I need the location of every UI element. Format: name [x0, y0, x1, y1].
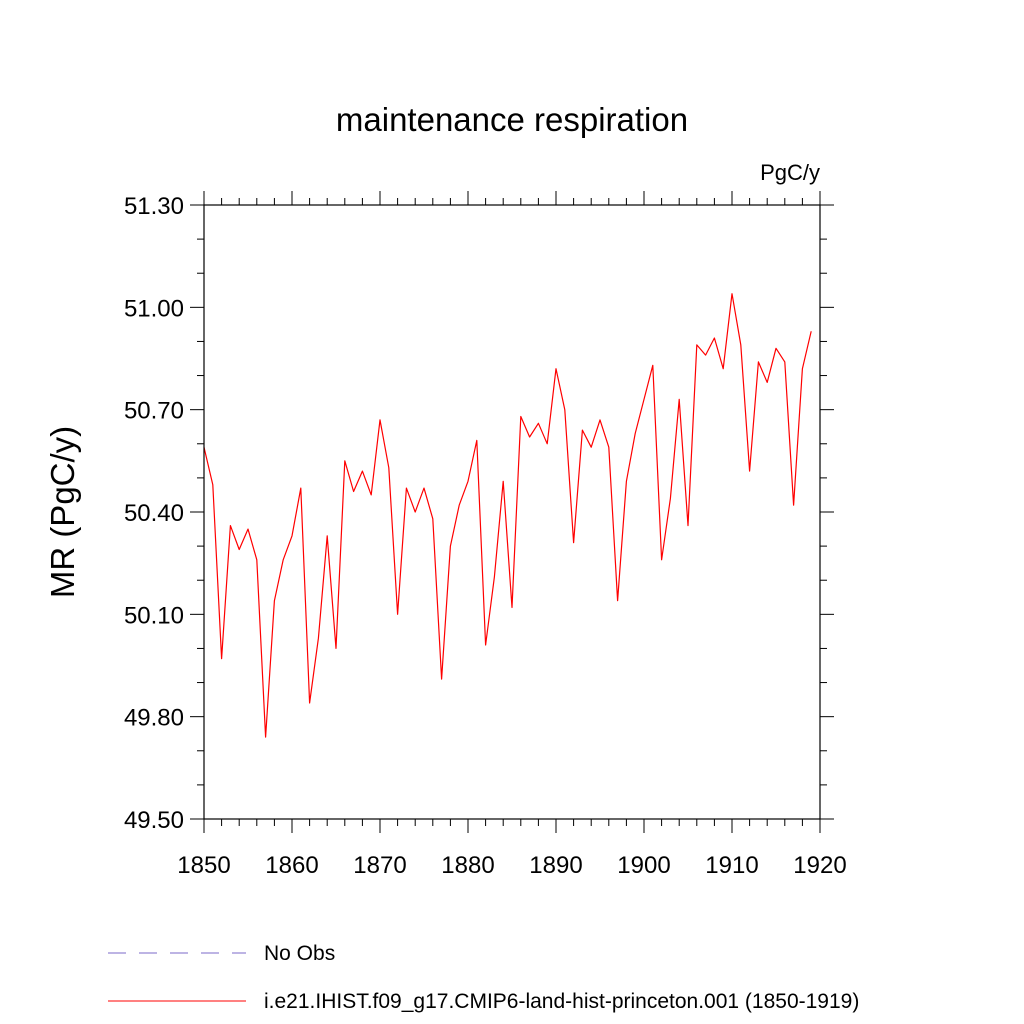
x-tick-label: 1890	[529, 852, 582, 879]
units-label: PgC/y	[760, 160, 820, 185]
axis-tick-labels: 1850 1860 1870 1880 1890 1900 1910 1920 49.50 49.…	[124, 193, 847, 879]
chart-title: maintenance respiration	[336, 101, 688, 138]
y-tick-label: 49.50	[124, 807, 184, 834]
y-tick-label: 51.00	[124, 295, 184, 322]
x-tick-label: 1910	[705, 852, 758, 879]
legend-label-no-obs: No Obs	[264, 942, 335, 965]
y-axis-label: MR (PgC/y)	[44, 426, 81, 598]
x-tick-label: 1850	[177, 852, 230, 879]
axis-ticks	[190, 191, 834, 833]
x-tick-label: 1870	[353, 852, 406, 879]
legend-label-model-run: i.e21.IHIST.f09_g17.CMIP6-land-hist-prin…	[264, 990, 859, 1013]
y-tick-label: 50.70	[124, 398, 184, 425]
x-tick-label: 1860	[265, 852, 318, 879]
y-tick-label: 50.40	[124, 500, 184, 527]
x-tick-label: 1920	[793, 852, 846, 879]
x-tick-label: 1900	[617, 852, 670, 879]
y-tick-label: 51.30	[124, 193, 184, 220]
legend: No Obs i.e21.IHIST.f09_g17.CMIP6-land-hi…	[108, 942, 859, 1013]
x-tick-label: 1880	[441, 852, 494, 879]
plot-frame	[203, 204, 821, 820]
series-layer	[203, 293, 812, 738]
series-line-1	[203, 293, 812, 738]
y-tick-label: 49.80	[124, 705, 184, 732]
y-tick-label: 50.10	[124, 602, 184, 629]
